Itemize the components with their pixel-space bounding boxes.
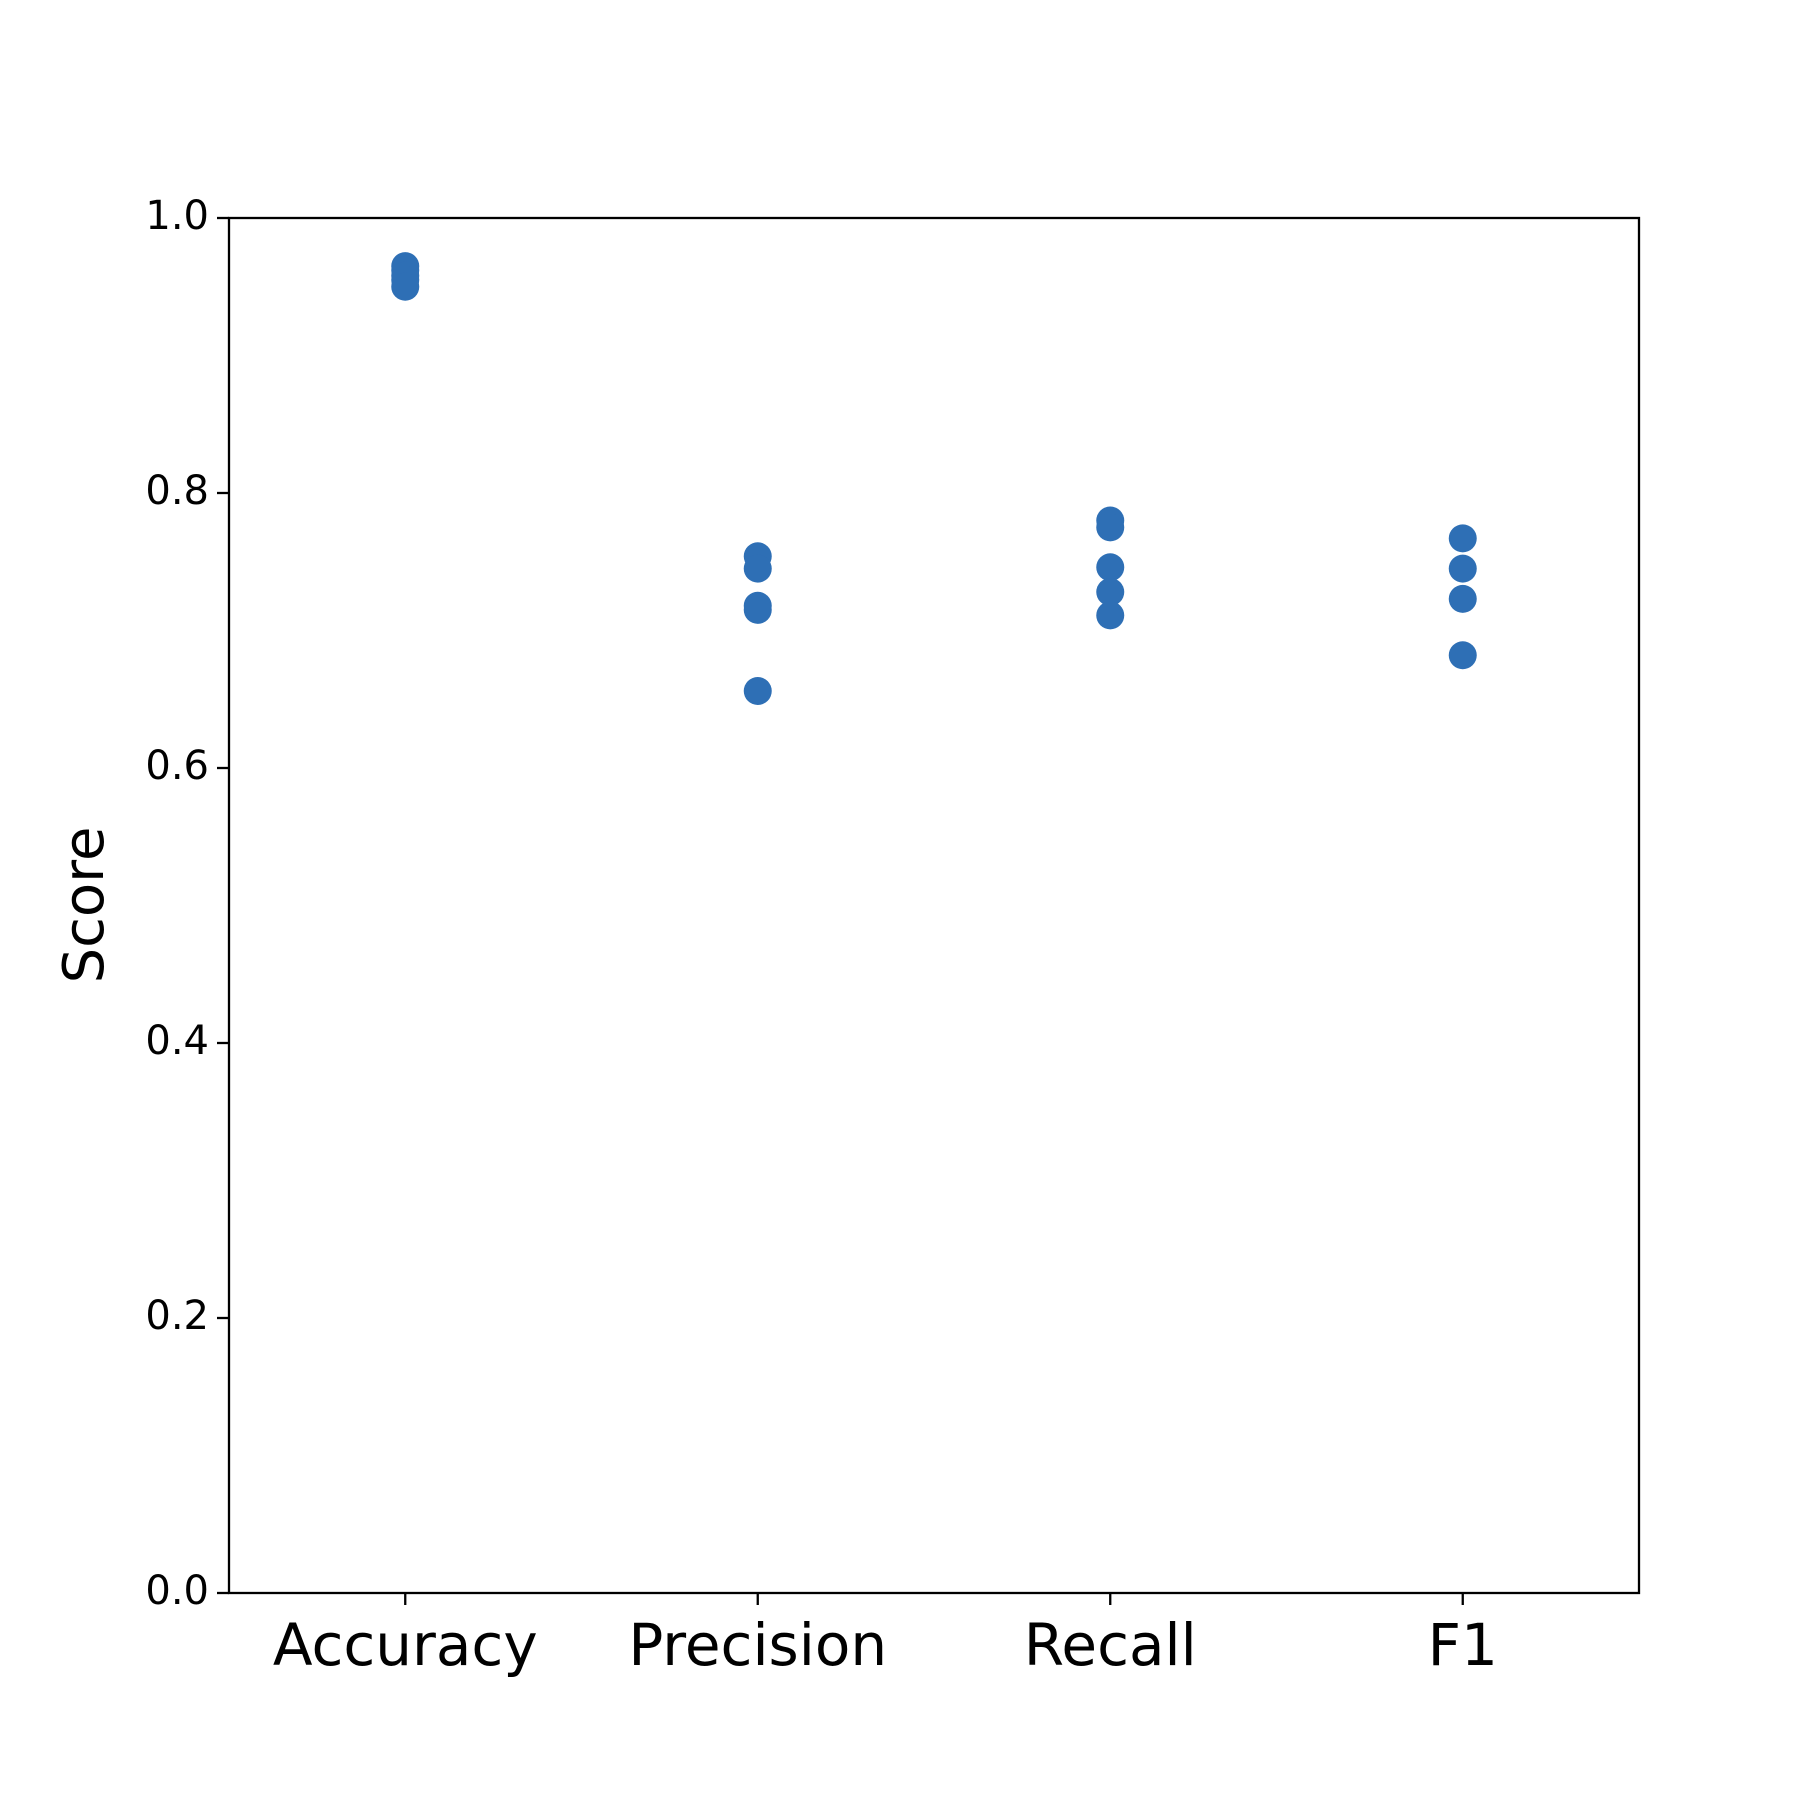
y-tick-label: 1.0 bbox=[145, 193, 209, 239]
point bbox=[1096, 513, 1125, 542]
point bbox=[743, 677, 772, 705]
y-tick-label: 0.8 bbox=[145, 468, 209, 514]
plot-frame bbox=[227, 216, 1641, 1595]
point bbox=[1448, 584, 1477, 613]
point bbox=[1448, 641, 1477, 670]
point bbox=[1448, 554, 1477, 583]
point bbox=[1448, 524, 1477, 553]
point bbox=[743, 554, 772, 583]
point bbox=[391, 272, 420, 301]
y-tick-label: 0.6 bbox=[145, 743, 209, 789]
point bbox=[743, 595, 772, 624]
y-tick-label: 0.0 bbox=[145, 1568, 209, 1614]
point bbox=[1096, 601, 1125, 630]
x-tick-label: Accuracy bbox=[273, 1611, 538, 1679]
x-tick-label: Precision bbox=[628, 1611, 887, 1679]
x-tick-label: F1 bbox=[1428, 1611, 1498, 1679]
y-axis-label: Score bbox=[52, 827, 117, 984]
point bbox=[1096, 553, 1125, 582]
point bbox=[1096, 578, 1125, 606]
y-tick-label: 0.4 bbox=[145, 1018, 209, 1064]
y-tick-label: 0.2 bbox=[145, 1293, 209, 1339]
x-tick-label: Recall bbox=[1024, 1611, 1197, 1679]
